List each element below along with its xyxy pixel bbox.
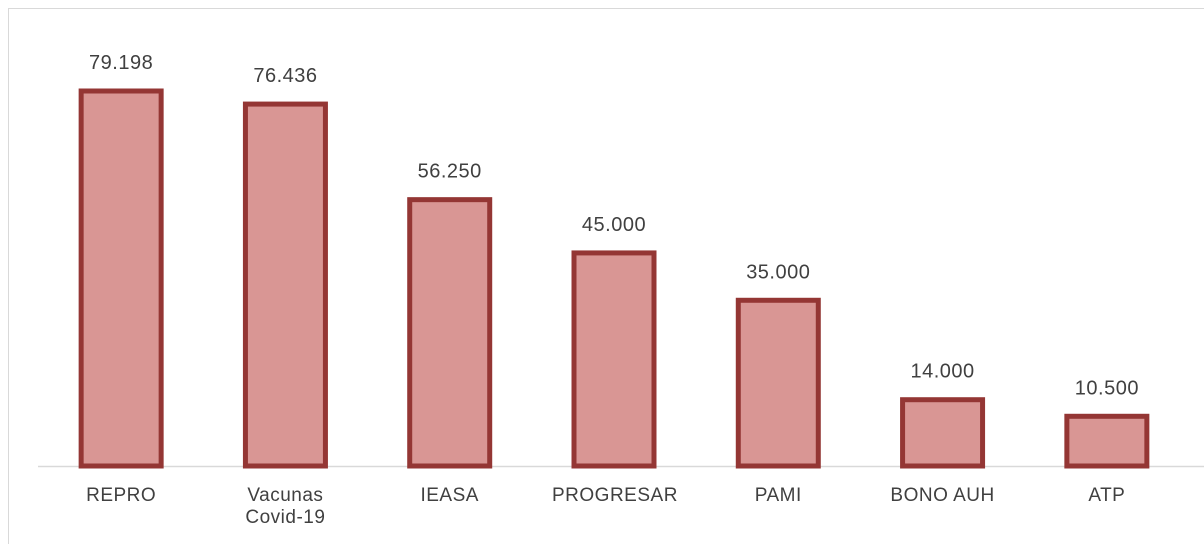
chart-border — [8, 8, 1204, 544]
data-label: 35.000 — [746, 261, 810, 283]
bar — [1064, 413, 1150, 469]
data-label: 79.198 — [89, 52, 153, 74]
data-label: 14.000 — [910, 361, 974, 383]
x-tick-label: REPRO — [86, 485, 157, 506]
bar — [571, 250, 657, 469]
data-label: 56.250 — [418, 161, 482, 183]
bar — [407, 197, 493, 469]
bar — [242, 101, 328, 469]
x-tick-label: IEASA — [420, 485, 479, 506]
x-tick-label: PROGRESAR — [552, 485, 678, 506]
bar — [78, 88, 164, 469]
data-label: 76.436 — [253, 65, 317, 87]
x-tick-label: ATP — [1088, 485, 1126, 506]
data-label: 45.000 — [582, 214, 646, 236]
bar — [900, 397, 986, 469]
data-label: 10.500 — [1075, 377, 1139, 399]
x-tick-label: PAMI — [754, 485, 802, 506]
bar — [735, 297, 821, 469]
x-tick-label: Vacunas Covid-19 — [245, 485, 326, 528]
x-tick-label: BONO AUH — [890, 485, 995, 506]
